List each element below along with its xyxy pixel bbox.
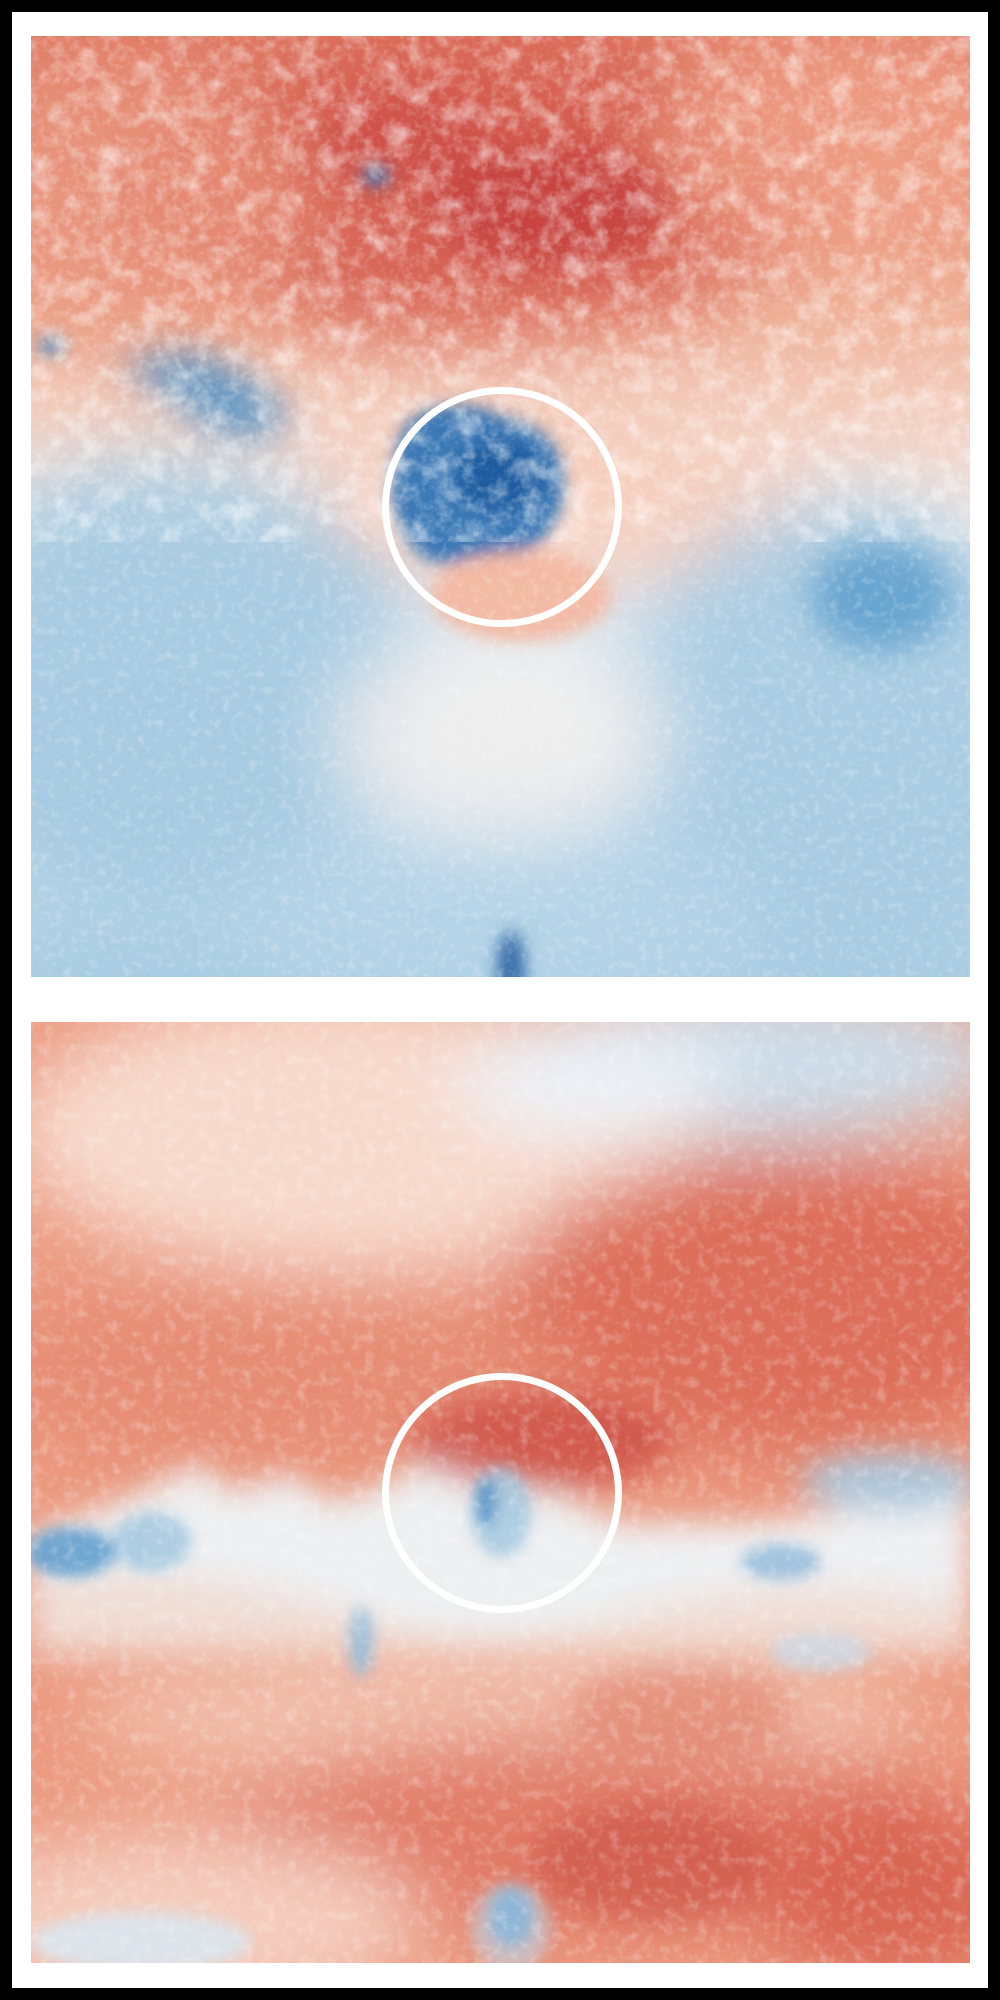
bottom-heatmap-panel bbox=[31, 1022, 970, 1963]
bottom-heatmap bbox=[31, 1022, 970, 1963]
top-heatmap bbox=[31, 36, 970, 977]
top-heatmap-panel bbox=[31, 36, 970, 977]
